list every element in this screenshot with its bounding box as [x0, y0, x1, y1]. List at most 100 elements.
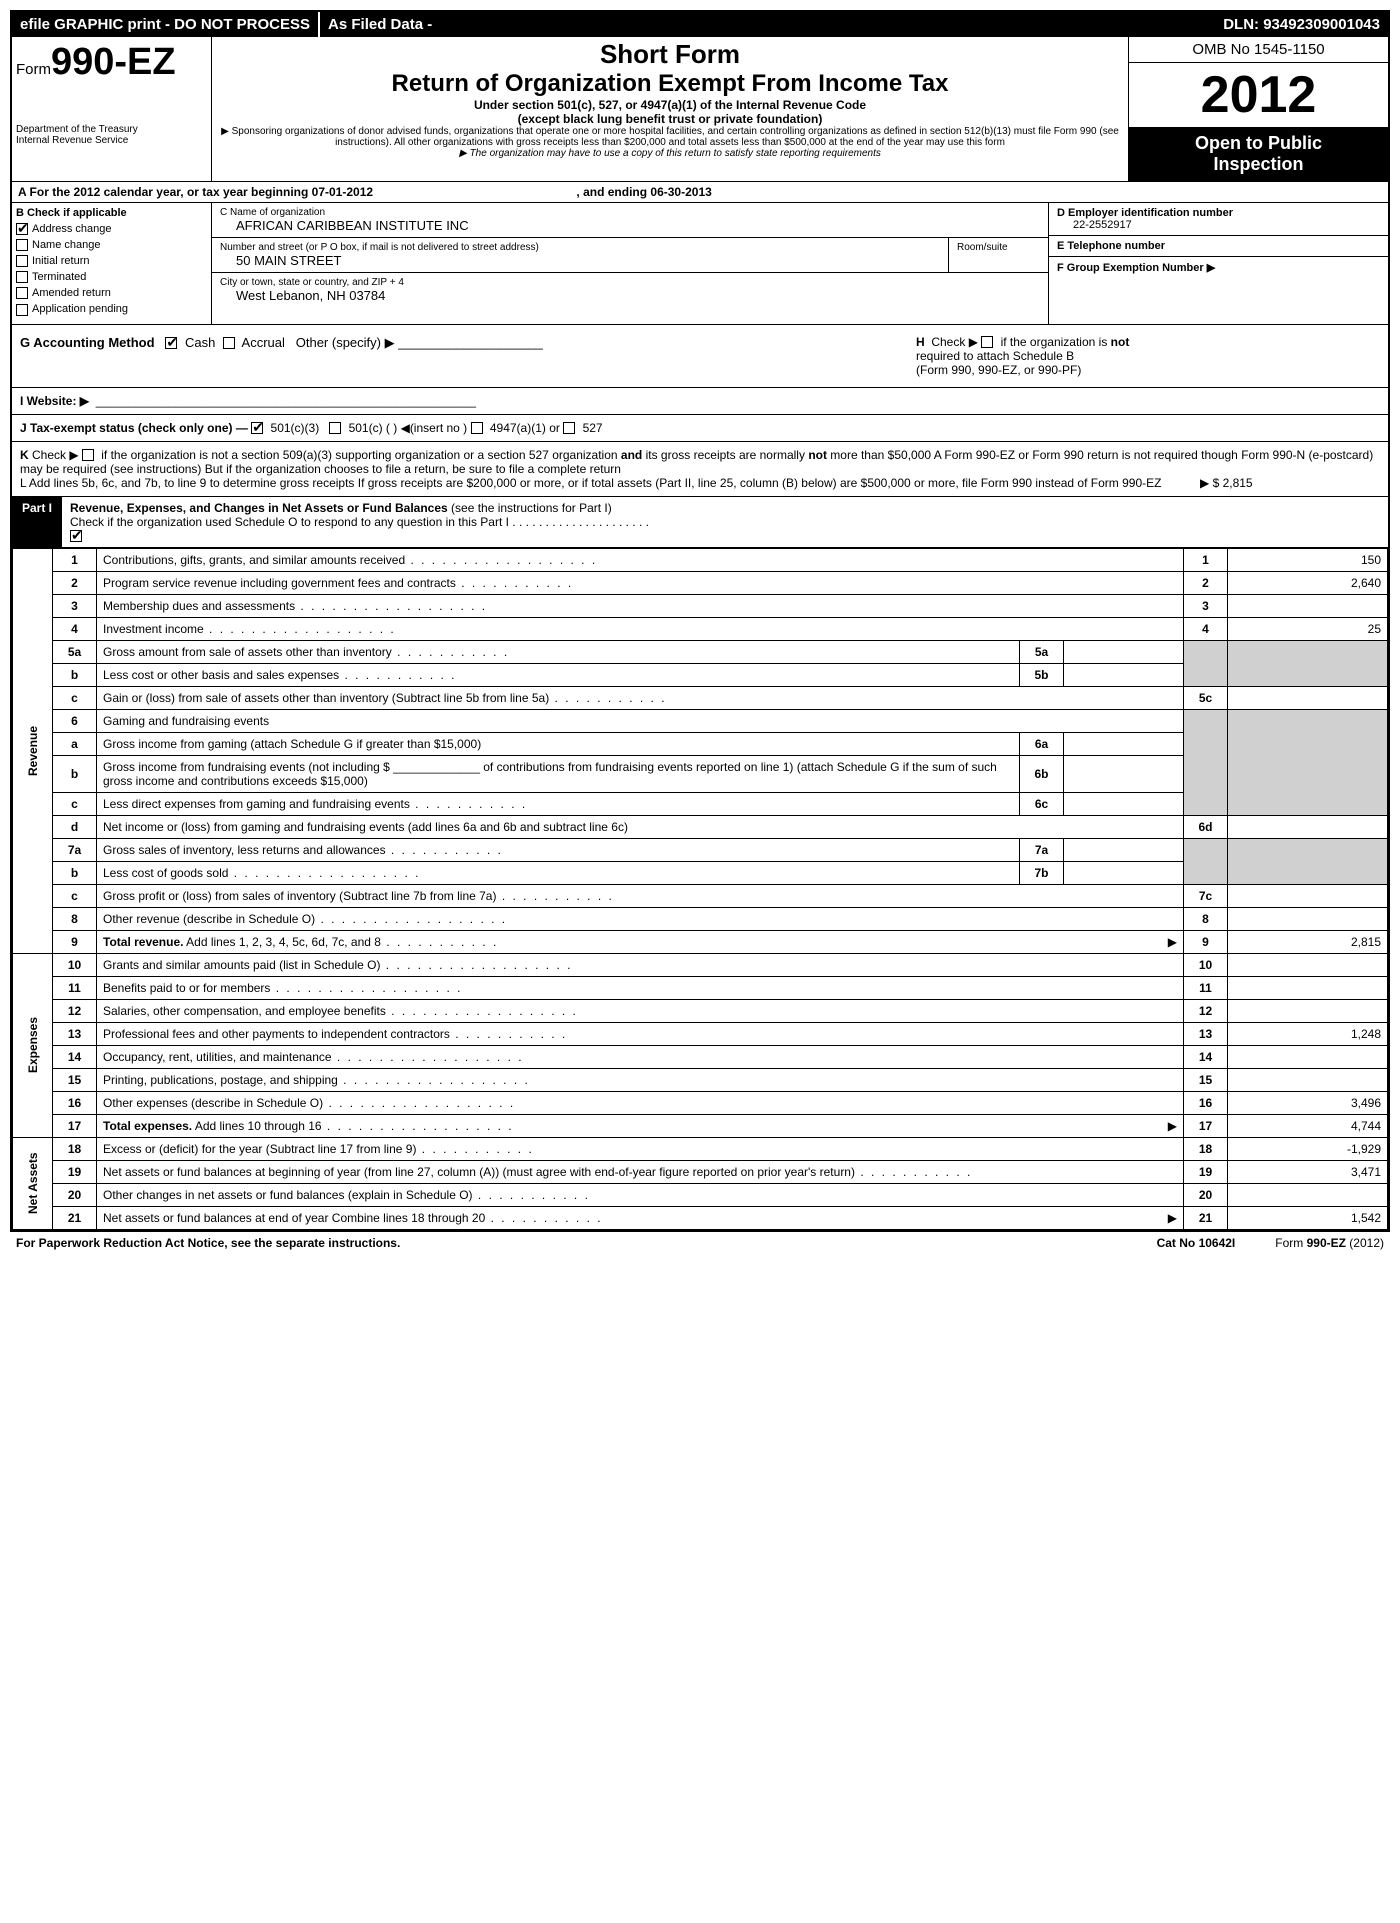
l-text: L Add lines 5b, 6c, and 7b, to line 9 to… — [20, 476, 1180, 490]
footer-left: For Paperwork Reduction Act Notice, see … — [16, 1236, 1117, 1250]
form-number: Form990-EZ — [16, 41, 207, 84]
footer: For Paperwork Reduction Act Notice, see … — [10, 1232, 1390, 1254]
checkbox-h[interactable] — [981, 336, 993, 348]
note-2: ▶ The organization may have to use a cop… — [216, 148, 1124, 159]
line-6a: a Gross income from gaming (attach Sched… — [13, 732, 1388, 755]
open-line1: Open to Public — [1195, 133, 1322, 153]
omb-number: OMB No 1545-1150 — [1129, 37, 1388, 63]
f-label: F Group Exemption Number ▶ — [1057, 262, 1215, 274]
line-21: 21 Net assets or fund balances at end of… — [13, 1206, 1388, 1229]
line-1: Revenue 1 Contributions, gifts, grants, … — [13, 548, 1388, 571]
asfiled-label: As Filed Data - — [318, 12, 440, 37]
room-label: Room/suite — [948, 238, 1048, 272]
line-4: 4 Investment income 4 25 — [13, 617, 1388, 640]
line-18: Net Assets 18 Excess or (deficit) for th… — [13, 1137, 1388, 1160]
line-12: 12 Salaries, other compensation, and emp… — [13, 999, 1388, 1022]
footer-mid: Cat No 10642I — [1117, 1236, 1276, 1250]
form-number-big: 990-EZ — [51, 41, 176, 83]
line-14: 14 Occupancy, rent, utilities, and maint… — [13, 1045, 1388, 1068]
form-prefix: Form — [16, 61, 51, 78]
section-c: C Name of organization AFRICAN CARIBBEAN… — [212, 203, 1048, 324]
section-b-heading: B Check if applicable — [16, 207, 207, 219]
part1-checknote: Check if the organization used Schedule … — [70, 515, 649, 529]
checkbox-k[interactable] — [82, 449, 94, 461]
section-j: J Tax-exempt status (check only one) — 5… — [12, 415, 1388, 442]
line-15: 15 Printing, publications, postage, and … — [13, 1068, 1388, 1091]
checkbox-part1[interactable] — [70, 530, 82, 542]
line-7c: c Gross profit or (loss) from sales of i… — [13, 884, 1388, 907]
i-label: I Website: ▶ — [20, 394, 89, 408]
line-7b: b Less cost of goods sold 7b — [13, 861, 1388, 884]
checkbox-4947[interactable] — [471, 422, 483, 434]
addr-label: Number and street (or P O box, if mail i… — [220, 242, 940, 253]
j-label: J Tax-exempt status (check only one) — — [20, 421, 248, 435]
line-7a: 7a Gross sales of inventory, less return… — [13, 838, 1388, 861]
section-d: D Employer identification number 22-2552… — [1049, 203, 1388, 236]
chk-terminated[interactable]: Terminated — [16, 271, 207, 283]
line-3: 3 Membership dues and assessments 3 — [13, 594, 1388, 617]
gh-row: G Accounting Method Cash Accrual Other (… — [12, 325, 1388, 388]
section-g: G Accounting Method Cash Accrual Other (… — [12, 325, 908, 387]
checkbox-icon[interactable] — [16, 304, 28, 316]
part1-title-box: Revenue, Expenses, and Changes in Net As… — [62, 497, 1388, 547]
line-5a: 5a Gross amount from sale of assets othe… — [13, 640, 1388, 663]
irs-label: Internal Revenue Service — [16, 135, 207, 146]
org-name: AFRICAN CARIBBEAN INSTITUTE INC — [220, 218, 1040, 233]
chk-name-change[interactable]: Name change — [16, 239, 207, 251]
d-label: D Employer identification number — [1057, 207, 1380, 219]
section-f: F Group Exemption Number ▶ — [1049, 257, 1388, 324]
ein-value: 22-2552917 — [1057, 219, 1380, 231]
chk-pending[interactable]: Application pending — [16, 303, 207, 315]
open-public-badge: Open to Public Inspection — [1129, 127, 1388, 181]
open-line2: Inspection — [1213, 154, 1303, 174]
chk-amended[interactable]: Amended return — [16, 287, 207, 299]
c-label: C Name of organization — [220, 207, 1040, 218]
h-line3: (Form 990, 990-EZ, or 990-PF) — [916, 363, 1081, 377]
checkbox-icon[interactable] — [16, 223, 28, 235]
subtitle-2: (except black lung benefit trust or priv… — [216, 112, 1124, 126]
line-5b: b Less cost or other basis and sales exp… — [13, 663, 1388, 686]
tax-year: 2012 — [1129, 63, 1388, 127]
section-i: I Website: ▶ ___________________________… — [12, 388, 1388, 415]
dln-label: DLN: 93492309001043 — [1215, 12, 1388, 37]
section-a-yearline: A For the 2012 calendar year, or tax yea… — [12, 182, 1388, 203]
part1-suffix: (see the instructions for Part I) — [448, 501, 612, 515]
line-17: 17 Total expenses. Add lines 10 through … — [13, 1114, 1388, 1137]
checkbox-accrual[interactable] — [223, 337, 235, 349]
title-block: Form990-EZ Department of the Treasury In… — [12, 37, 1388, 182]
h-line2: required to attach Schedule B — [916, 349, 1074, 363]
section-b: B Check if applicable Address change Nam… — [12, 203, 212, 324]
checkbox-icon[interactable] — [16, 271, 28, 283]
title-right: OMB No 1545-1150 2012 Open to Public Ins… — [1128, 37, 1388, 181]
section-def: D Employer identification number 22-2552… — [1048, 203, 1388, 324]
org-name-box: C Name of organization AFRICAN CARIBBEAN… — [212, 203, 1048, 238]
e-label: E Telephone number — [1057, 240, 1380, 252]
line-5c: c Gain or (loss) from sale of assets oth… — [13, 686, 1388, 709]
line-16: 16 Other expenses (describe in Schedule … — [13, 1091, 1388, 1114]
city-label: City or town, state or country, and ZIP … — [220, 277, 1040, 288]
checkbox-icon[interactable] — [16, 239, 28, 251]
form-container: efile GRAPHIC print - DO NOT PROCESS As … — [10, 10, 1390, 1232]
dept-treasury: Department of the Treasury — [16, 124, 207, 135]
city-box: City or town, state or country, and ZIP … — [212, 273, 1048, 307]
section-e: E Telephone number — [1049, 236, 1388, 257]
chk-initial-return[interactable]: Initial return — [16, 255, 207, 267]
checkbox-icon[interactable] — [16, 287, 28, 299]
line-6c: c Less direct expenses from gaming and f… — [13, 792, 1388, 815]
footer-right: Form 990-EZ (2012) — [1275, 1236, 1384, 1250]
side-netassets: Net Assets — [13, 1137, 53, 1229]
line-8: 8 Other revenue (describe in Schedule O)… — [13, 907, 1388, 930]
header-bar: efile GRAPHIC print - DO NOT PROCESS As … — [12, 12, 1388, 37]
part1-header: Part I Revenue, Expenses, and Changes in… — [12, 497, 1388, 548]
chk-address-change[interactable]: Address change — [16, 223, 207, 235]
checkbox-527[interactable] — [563, 422, 575, 434]
checkbox-501c3[interactable] — [251, 422, 263, 434]
checkbox-501c[interactable] — [329, 422, 341, 434]
part1-title: Revenue, Expenses, and Changes in Net As… — [70, 501, 448, 515]
checkbox-icon[interactable] — [16, 255, 28, 267]
checkbox-cash[interactable] — [165, 337, 177, 349]
section-h: H Check ▶ if the organization is not req… — [908, 325, 1388, 387]
g-other: Other (specify) ▶ — [296, 335, 395, 350]
l-row: L Add lines 5b, 6c, and 7b, to line 9 to… — [20, 476, 1380, 490]
part1-label: Part I — [12, 497, 62, 547]
